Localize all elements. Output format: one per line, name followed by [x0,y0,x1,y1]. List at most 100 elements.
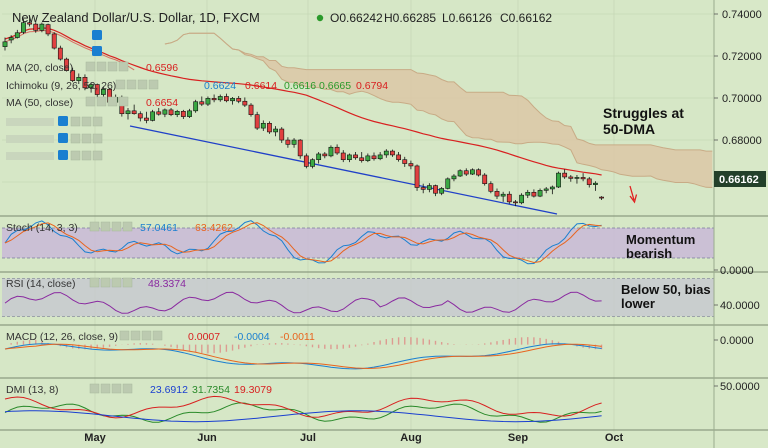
stoch-panel: Stoch (14, 3, 3) 57.0461 63.4262 Momentumbe… [2,220,714,265]
legend-value: 0.6665 [319,80,351,92]
legend-control-icon [122,221,133,232]
legend-control-icon [96,96,107,107]
candle-body [8,37,14,41]
candle-body [488,183,494,192]
candle-down [340,150,346,163]
panel-label: RSI (14, close) [6,278,75,290]
candle-down [488,181,494,194]
price-axis: 0.0000 40.0000 0.0000 50.0000 0.74000 0.72000… [714,9,766,393]
candle-body [543,188,549,191]
candle-body [101,88,106,95]
last-price-badge [714,171,766,187]
candle-body [592,182,598,185]
candle-down [94,83,100,98]
candle-body [285,139,291,145]
candle-body [334,146,340,154]
candle-body [39,23,45,31]
candle-body [390,150,395,156]
hidden-indicator-placeholder [6,135,54,143]
candle-body [457,170,463,177]
legend-value: 0.6654 [146,97,178,109]
legend-control-icon [100,277,111,288]
legend-control-icon [111,277,122,288]
candle-body [328,146,334,157]
legend-label: MA (50, close) [6,97,73,109]
candle-up [457,169,463,177]
candle-down [359,152,365,163]
candle-up [346,153,352,163]
candle-body [463,170,469,175]
candle-down [562,169,568,179]
candle-body [297,139,303,157]
legend-control-icon [70,133,81,144]
candle-up [469,168,475,176]
legend-control-icon [81,116,92,127]
candle-body [168,109,174,115]
legend-value: 0.6614 [245,80,277,92]
legend-control-icon [92,133,103,144]
candle-body [451,175,457,180]
candle-down [303,153,309,169]
ichimoku-cloud [164,32,713,188]
candle-down [131,104,137,115]
candle-body [433,185,438,194]
candle-body [531,191,537,197]
candle-body [230,98,235,102]
legend-control-icon [130,330,141,341]
axis-tick-label: 0.70000 [722,93,762,105]
candle-down [137,111,143,122]
candle-down [353,152,358,160]
time-axis: May Jun Jul Aug Sep Oct [84,432,623,444]
legend-value: 0.6596 [146,62,178,74]
x-tick-label: Aug [400,432,421,444]
candle-body [580,177,586,180]
candle-down [285,137,291,148]
eye-icon [58,150,68,160]
main-legend: MA (20, close) 0.6596 Ichimoku (9, 26, 52,… [6,30,388,161]
axis-tick-label: 50.0000 [720,381,760,393]
candle-body [469,169,475,175]
axis-tick-label: 0.74000 [722,9,762,21]
eye-icon [92,46,102,56]
candle-down [513,199,518,207]
hidden-indicator-placeholder [6,152,54,160]
candle-down [580,173,586,182]
candle-body [217,96,223,101]
candle-down [599,196,604,200]
candle-body [562,172,568,178]
candle-up [193,99,199,113]
axis-tick-label: 0.72000 [722,51,762,63]
candle-body [205,98,211,105]
x-tick-label: May [84,432,106,444]
candle-body [64,58,69,71]
candle-up [187,108,192,119]
candle-up [543,187,549,194]
legend-control-icon [89,383,100,394]
candle-body [482,174,488,184]
candle-down [586,176,592,188]
candle-down [414,164,420,191]
panel-value: 63.4262 [195,222,233,234]
candle-body [279,128,285,141]
candle-body [513,201,518,204]
candle-body [310,159,315,167]
candles [2,15,604,207]
candle-body [365,155,371,161]
panel-value: 48.3374 [148,278,186,290]
candle-down [82,74,88,91]
candle-body [525,191,531,196]
candle-down [224,93,229,103]
panel-value: 23.6912 [150,384,188,396]
panel-label: Stoch (14, 3, 3) [6,222,78,234]
candle-body [242,100,248,106]
candle-up [14,29,20,39]
candle-down [420,183,426,194]
candle-body [586,178,592,185]
legend-control-icon [137,79,148,90]
dmi-panel: DMI (13, 8) 23.6912 31.7354 19.3079 [4,383,602,423]
ma50-line [4,27,602,176]
legend-control-icon [118,61,129,72]
candle-up [2,37,8,51]
candle-body [414,165,420,188]
